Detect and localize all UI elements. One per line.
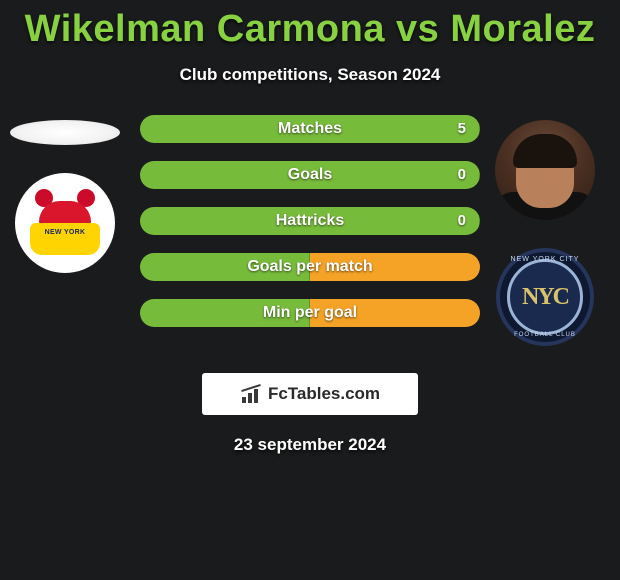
bar-chart-icon — [240, 385, 262, 403]
stat-bar: Goals per match — [140, 253, 480, 281]
right-club-top-text: NEW YORK CITY — [511, 256, 580, 263]
right-club-monogram: NYC — [522, 284, 568, 311]
stat-bar-left — [140, 299, 310, 327]
left-player-column: NEW YORK — [5, 120, 125, 273]
right-club-bottom-text: FOOTBALL CLUB — [514, 332, 576, 338]
stat-bar-left — [140, 207, 480, 235]
right-player-avatar — [495, 120, 595, 220]
left-club-badge-text: NEW YORK — [45, 229, 86, 236]
stat-bar-left — [140, 161, 480, 189]
stat-bar-right — [310, 253, 480, 281]
stat-bar-left — [140, 115, 480, 143]
stat-bars: Matches5 Goals0 Hattricks0 Goals per match M… — [140, 115, 480, 345]
comparison-area: NEW YORK Matches5 Goals0 Hattricks0 Goals p… — [0, 115, 620, 365]
stat-bar: Min per goal — [140, 299, 480, 327]
brand-text: FcTables.com — [268, 384, 380, 404]
stat-bar-left — [140, 253, 310, 281]
subtitle: Club competitions, Season 2024 — [0, 65, 620, 85]
date-label: 23 september 2024 — [0, 435, 620, 455]
stat-bar: Hattricks0 — [140, 207, 480, 235]
stat-bar: Matches5 — [140, 115, 480, 143]
brand-badge[interactable]: FcTables.com — [202, 373, 418, 415]
left-player-avatar — [10, 120, 120, 145]
stat-bar-right — [310, 299, 480, 327]
stat-bar: Goals0 — [140, 161, 480, 189]
left-club-badge: NEW YORK — [15, 173, 115, 273]
right-player-column: NEW YORK CITY NYC FOOTBALL CLUB — [485, 120, 605, 346]
right-club-badge: NEW YORK CITY NYC FOOTBALL CLUB — [496, 248, 594, 346]
page-title: Wikelman Carmona vs Moralez — [0, 0, 620, 51]
